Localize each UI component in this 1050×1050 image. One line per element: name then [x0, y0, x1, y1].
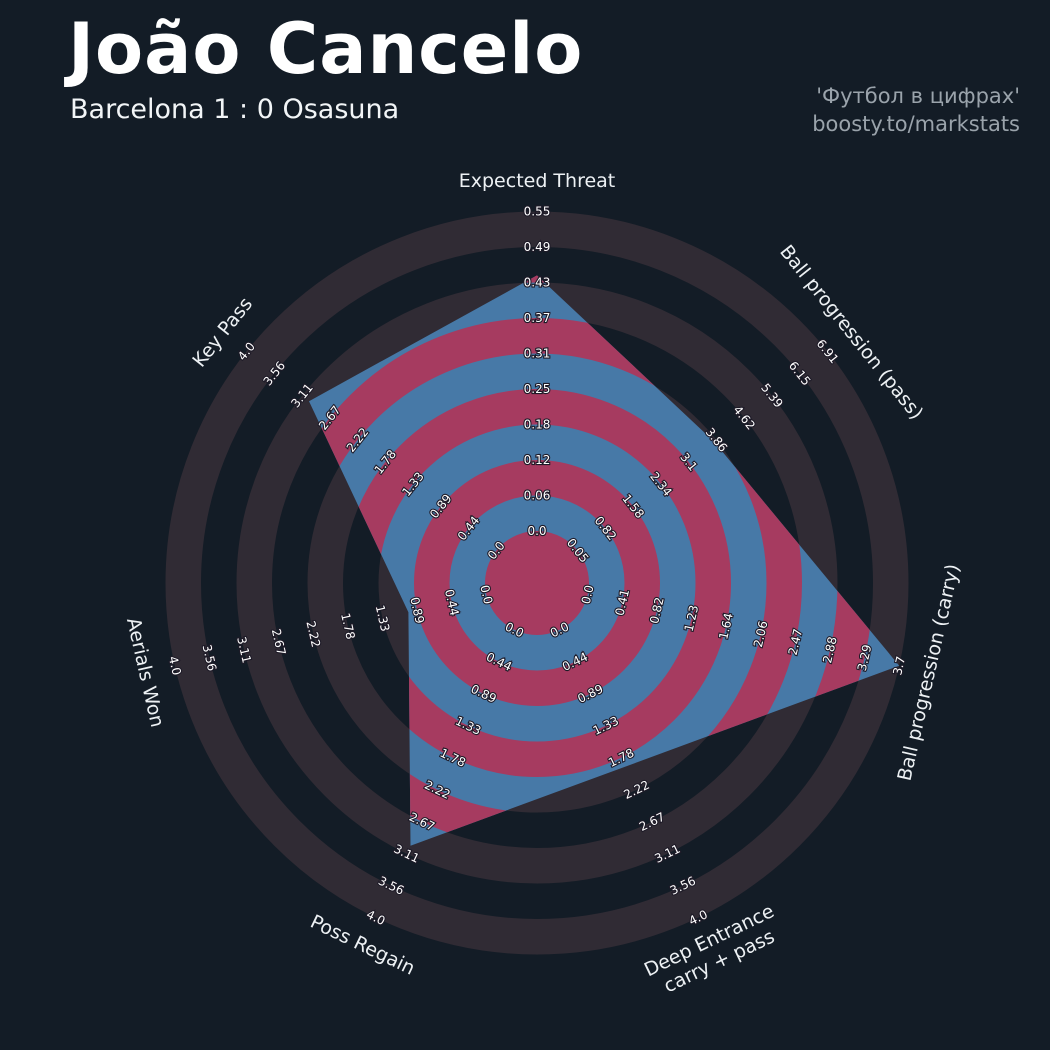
watermark-line-1: 'Футбол в цифрах' — [816, 84, 1020, 108]
tick-label: 3.7 — [890, 655, 908, 677]
tick-label: 3.29 — [855, 643, 875, 672]
tick-label: 0.37 — [524, 311, 551, 325]
radar-center-disc — [485, 531, 589, 635]
tick-label: 0.43 — [524, 276, 551, 290]
tick-label: 0.0 — [477, 584, 495, 606]
match-score-subtitle: Barcelona 1 : 0 Osasuna — [70, 94, 400, 125]
tick-label: 0.31 — [524, 347, 551, 361]
tick-label: 0.0 — [527, 524, 546, 538]
tick-label: 0.12 — [524, 453, 551, 467]
tick-label: 0.06 — [524, 489, 551, 503]
axis-title-aerials-won: Aerials Won — [122, 616, 168, 730]
radar-ring — [414, 460, 660, 706]
tick-label: 4.0 — [166, 655, 184, 677]
outer-ring — [165, 211, 909, 955]
tick-label: 0.25 — [524, 382, 551, 396]
axis-title-expected-threat: Expected Threat — [459, 170, 616, 192]
tick-label: 0.55 — [524, 205, 551, 219]
tick-label: 0.0 — [579, 584, 597, 606]
watermark: 'Футбол в цифрах' boosty.to/markstats — [812, 82, 1020, 139]
watermark-line-2: boosty.to/markstats — [812, 112, 1020, 137]
page-title: João Cancelo — [68, 8, 584, 90]
tick-label: 0.49 — [524, 240, 551, 254]
tick-label: 0.18 — [524, 418, 551, 432]
